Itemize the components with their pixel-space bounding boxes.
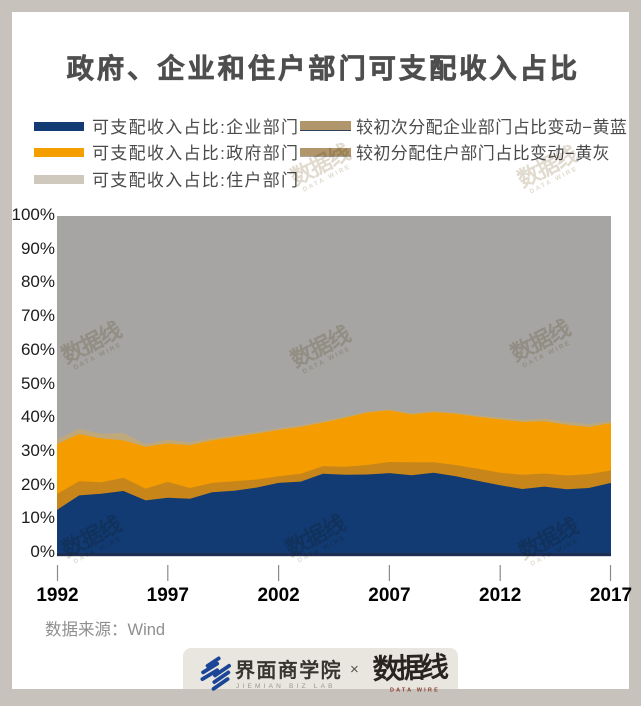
svg-text:界面商学院: 界面商学院 (235, 658, 342, 682)
svg-text:DATA WIRE: DATA WIRE (390, 688, 440, 694)
svg-text:数据线: 数据线 (372, 651, 449, 685)
svg-text:×: × (350, 661, 359, 678)
svg-text:JIEMIAN BIZ LAB: JIEMIAN BIZ LAB (236, 683, 336, 690)
